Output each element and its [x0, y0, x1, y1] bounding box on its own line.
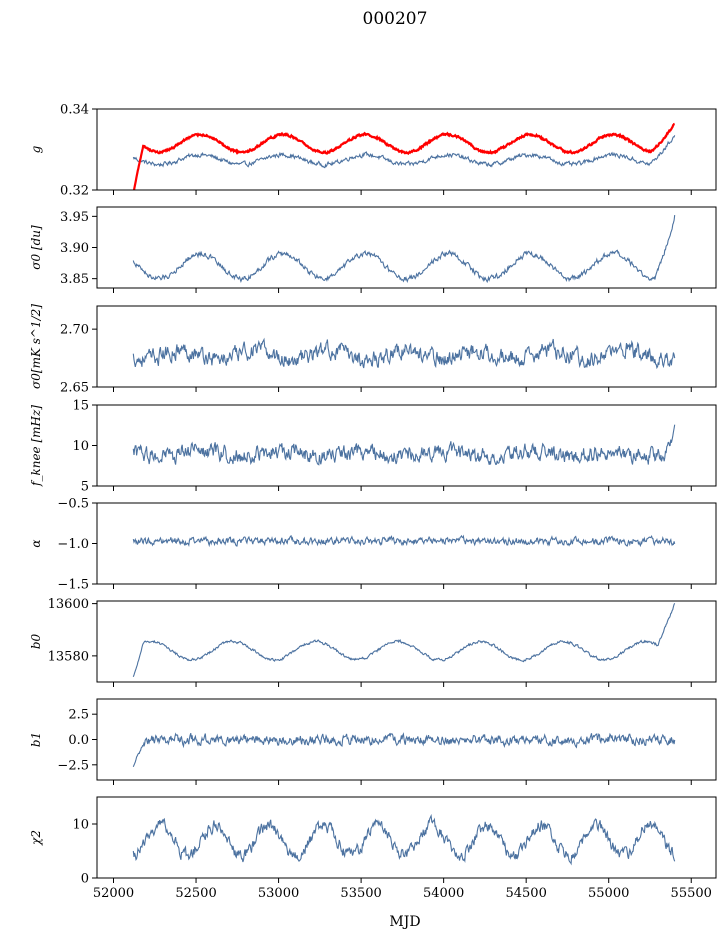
y-tick-label: −2.5 — [57, 758, 89, 773]
panel-frame — [96, 600, 717, 683]
y-axis-label: f_knee [mHz] — [29, 405, 43, 487]
y-tick-label: 13600 — [48, 597, 89, 612]
y-axis-label: χ2 — [29, 830, 43, 846]
x-tick-label: 55500 — [671, 886, 712, 901]
panel-frame — [96, 206, 717, 289]
series-line — [132, 337, 676, 370]
panel-frame — [96, 108, 717, 191]
series-line — [132, 603, 676, 677]
x-tick-label: 52000 — [93, 886, 134, 901]
series-line — [132, 135, 676, 169]
y-axis-label: g — [29, 145, 43, 153]
panel-4: 5 10 15 f_knee [mHz] — [29, 399, 717, 495]
panel-frame — [96, 796, 717, 879]
x-axis-label: MJD — [389, 914, 420, 930]
panel-8: 0 10 52000 52500 53000 53500 54000 54500 55000 55… — [29, 796, 717, 901]
x-tick-label: 53500 — [340, 886, 381, 901]
y-tick-label: 3.95 — [60, 210, 89, 225]
panel-6: 13580 13600 b0 — [29, 597, 717, 687]
y-tick-label: 10 — [72, 439, 89, 454]
panel-frame — [96, 404, 717, 487]
y-tick-label: 15 — [72, 399, 89, 414]
y-tick-label: 2.65 — [60, 381, 89, 396]
x-tick-label: 54500 — [505, 886, 546, 901]
panels-group: 0.32 0.34 g 3.85 3.90 3.95 σ0 [du] 2.65 2.70 σ0[m… — [29, 103, 717, 901]
y-tick-label: −1.5 — [57, 578, 89, 593]
y-tick-label: 0.0 — [68, 733, 89, 748]
figure-title: 000207 — [363, 9, 428, 29]
y-tick-label: 13580 — [48, 649, 89, 664]
y-axis-label: b1 — [29, 732, 43, 747]
y-tick-label: 2.70 — [60, 323, 89, 338]
x-tick-label: 52500 — [175, 886, 216, 901]
panel-1: 0.32 0.34 g — [29, 103, 717, 199]
y-tick-label: 3.90 — [60, 241, 89, 256]
y-tick-label: −1.0 — [57, 537, 89, 552]
y-axis-label: α — [29, 539, 43, 547]
panel-frame — [96, 305, 717, 388]
series-line — [132, 534, 676, 548]
y-tick-label: 10 — [72, 818, 89, 833]
series-line — [132, 215, 676, 284]
panel-2: 3.85 3.90 3.95 σ0 [du] — [29, 206, 717, 293]
y-tick-label: 0.32 — [60, 184, 89, 199]
y-tick-label: 0.34 — [60, 103, 89, 118]
y-tick-label: 2.5 — [68, 708, 89, 723]
panel-5: −1.5 −1.0 −0.5 α — [29, 497, 717, 593]
y-tick-label: 0 — [81, 872, 89, 887]
y-tick-label: 5 — [81, 480, 89, 495]
y-axis-label: σ0 [du] — [29, 225, 43, 270]
x-tick-label: 53000 — [258, 886, 299, 901]
series-line — [132, 813, 676, 866]
series-line — [132, 732, 676, 768]
y-axis-label: b0 — [29, 633, 43, 649]
x-tick-label: 55000 — [588, 886, 629, 901]
panel-3: 2.65 2.70 σ0[mK s^1/2] — [29, 304, 717, 396]
x-tick-label: 54000 — [423, 886, 464, 901]
y-tick-label: 3.85 — [60, 272, 89, 287]
y-tick-label: −0.5 — [57, 497, 89, 512]
series-line — [132, 424, 676, 466]
panel-7: −2.5 0.0 2.5 b1 — [29, 698, 717, 785]
y-axis-label: σ0[mK s^1/2] — [29, 304, 43, 389]
overlay-line — [132, 122, 676, 190]
